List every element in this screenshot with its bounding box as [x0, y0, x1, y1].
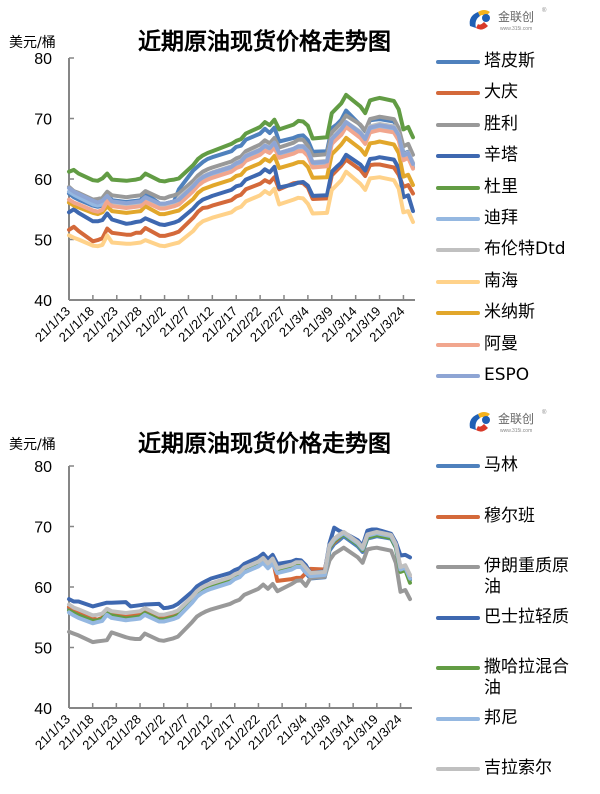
logo-name: 金联创 — [498, 411, 534, 426]
y-tick-label: 60 — [34, 172, 52, 189]
legend-item: 撒哈拉混合油 — [436, 657, 580, 699]
series-line-5 — [67, 531, 412, 626]
legend-label: 辛塔 — [484, 145, 518, 166]
y-tick-label: 80 — [34, 459, 52, 476]
series-line-3 — [67, 525, 412, 611]
legend-label: 迪拜 — [484, 208, 518, 228]
legend-item: 巴士拉轻质 — [436, 607, 580, 628]
legend-swatch — [436, 91, 480, 96]
svg-text:®: ® — [542, 7, 547, 14]
legend-swatch — [436, 311, 480, 316]
legend-label: 伊朗重质原油 — [484, 556, 569, 597]
legend-label: 吉拉索尔 — [484, 758, 552, 778]
legend-swatch — [436, 666, 480, 670]
series-line-6 — [67, 529, 412, 618]
series-line-2 — [67, 545, 412, 645]
jinlianchuang-logo: 金联创 www.315i.com ® — [469, 409, 547, 434]
legend-item: 伊朗重质原油 — [436, 556, 580, 598]
legend-label: 布伦特Dtd — [484, 239, 566, 260]
legend-item: 邦尼 — [436, 708, 580, 729]
legend-swatch — [436, 154, 480, 159]
legend-label: 马林 — [484, 455, 518, 475]
y-tick-label: 50 — [34, 641, 52, 658]
logo-url: www.315i.com — [500, 26, 532, 32]
chart-title: 近期原油现货价格走势图 — [138, 431, 391, 457]
legend-label: 杜里 — [484, 176, 518, 197]
legend-swatch — [436, 716, 480, 721]
legend-item: 穆尔班 — [436, 506, 580, 527]
legend-label: 撒哈拉混合油 — [484, 657, 569, 698]
series-line-2 — [67, 113, 415, 202]
legend-label: 胜利 — [484, 113, 518, 134]
legend-swatch — [436, 464, 480, 468]
jinlianchuang-logo: 金联创 www.315i.com ® — [469, 7, 547, 32]
series-line-10 — [67, 120, 415, 206]
legend-swatch — [436, 342, 480, 347]
legend-swatch — [436, 60, 480, 64]
legend-item: 吉拉索尔 — [436, 758, 580, 779]
y-unit-label: 美元/桶 — [9, 35, 56, 51]
legend-label: 大庆 — [484, 82, 518, 103]
chart-panel-2: 美元/桶 近期原油现货价格走势图 金联创 www.315i.com ® 40 50… — [0, 405, 600, 794]
y-tick-label: 70 — [34, 520, 52, 537]
chart-title: 近期原油现货价格走势图 — [138, 29, 391, 55]
logo-name: 金联创 — [498, 9, 534, 24]
legend-item: ESPO — [436, 365, 600, 386]
legend-swatch — [436, 565, 480, 569]
y-tick-label: 40 — [34, 293, 52, 310]
series-line-1 — [67, 157, 415, 244]
legend-swatch — [436, 374, 480, 378]
y-tick-label: 50 — [34, 233, 52, 250]
legend-item: 杜里 — [436, 177, 600, 198]
chart-panel-1: 美元/桶 近期原油现货价格走势图 金联创 www.315i.com ® 40 50… — [9, 7, 600, 386]
series-line-7 — [67, 169, 415, 249]
legend-item: 米纳斯 — [436, 302, 600, 323]
legend-label: ESPO — [484, 365, 530, 385]
legend-item: 辛塔 — [436, 145, 600, 166]
y-tick-label: 80 — [34, 51, 52, 68]
legend-swatch — [436, 514, 480, 519]
series-line-9 — [67, 125, 415, 214]
line-chart-1: 405060708021/1/1321/1/1821/1/2321/1/2821… — [32, 51, 415, 345]
legend-item: 胜利 — [436, 114, 600, 135]
legend-item: 大庆 — [436, 82, 600, 103]
y-tick-label: 60 — [34, 580, 52, 597]
legend-label: 穆尔班 — [484, 505, 535, 526]
legend-label: 南海 — [484, 270, 518, 291]
y-tick-label: 70 — [34, 112, 52, 129]
legend-label: 邦尼 — [484, 707, 518, 728]
legend-swatch — [436, 615, 480, 620]
legend-item: 阿曼 — [436, 334, 600, 355]
legend-item: 南海 — [436, 271, 600, 292]
legend-label: 塔皮斯 — [484, 51, 535, 71]
svg-text:®: ® — [542, 409, 547, 416]
line-chart-2: 405060708021/1/1321/1/1821/1/2321/1/2821… — [32, 459, 412, 753]
legend-swatch — [436, 248, 480, 253]
logo-url: www.315i.com — [500, 428, 532, 434]
legend-label: 米纳斯 — [484, 302, 535, 323]
series-line-4 — [67, 92, 415, 184]
y-tick-label: 40 — [34, 701, 52, 718]
series-line-3 — [67, 152, 415, 227]
legend-swatch — [436, 767, 480, 771]
legend-swatch — [436, 279, 480, 284]
legend-item: 马林 — [436, 455, 580, 476]
legend-item: 布伦特Dtd — [436, 239, 600, 260]
legend-label: 阿曼 — [484, 333, 518, 354]
legend-item: 迪拜 — [436, 208, 600, 229]
y-unit-label: 美元/桶 — [9, 437, 56, 453]
legend-swatch — [436, 217, 480, 221]
legend-item: 塔皮斯 — [436, 51, 600, 72]
legend-swatch — [436, 185, 480, 190]
legend-label: 巴士拉轻质 — [484, 606, 569, 627]
series-line-8 — [67, 135, 415, 217]
legend-swatch — [436, 122, 480, 127]
